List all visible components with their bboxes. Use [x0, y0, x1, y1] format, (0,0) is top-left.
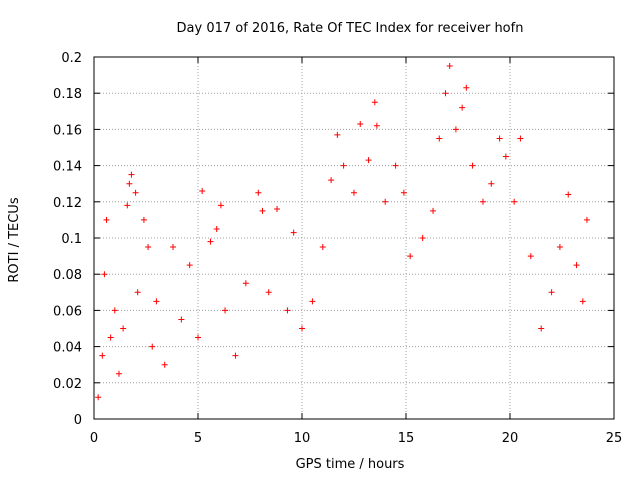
data-point: [255, 189, 262, 196]
data-point: [103, 216, 110, 223]
data-point: [199, 187, 206, 194]
data-point: [488, 180, 495, 187]
x-tick-label: 5: [194, 431, 202, 446]
data-point: [186, 262, 193, 269]
data-point: [511, 198, 518, 205]
data-point: [161, 361, 168, 368]
x-tick-label: 20: [502, 431, 519, 446]
data-point: [382, 198, 389, 205]
y-tick-label: 0.12: [53, 196, 82, 211]
data-point: [299, 325, 305, 332]
data-point: [502, 153, 509, 160]
data-point: [309, 298, 316, 305]
data-point: [319, 244, 326, 251]
y-tick-label: 0.16: [53, 123, 82, 138]
data-point: [217, 202, 224, 209]
data-markers: [95, 63, 590, 401]
data-point: [463, 84, 470, 91]
y-tick-label: 0.06: [53, 304, 82, 319]
data-point: [145, 244, 152, 251]
data-point: [107, 334, 114, 341]
data-point: [392, 162, 399, 169]
y-tick-label: 0.08: [53, 268, 82, 283]
data-point: [274, 206, 281, 213]
data-point: [99, 352, 106, 359]
data-point: [371, 99, 378, 106]
data-point: [538, 325, 545, 332]
data-point: [334, 131, 341, 138]
data-point: [407, 253, 414, 260]
y-tick-label: 0.18: [53, 87, 82, 102]
data-point: [222, 307, 229, 314]
data-point: [436, 135, 443, 142]
data-point: [170, 244, 177, 251]
data-point: [400, 189, 407, 196]
data-point: [153, 298, 160, 305]
data-point: [213, 225, 220, 232]
data-point: [284, 307, 291, 314]
data-point: [351, 189, 357, 196]
data-point: [149, 343, 156, 350]
data-point: [134, 289, 141, 296]
data-point: [479, 198, 486, 205]
data-point: [517, 135, 524, 142]
data-point: [111, 307, 118, 314]
y-tick-label: 0: [74, 413, 82, 428]
data-point: [419, 235, 426, 241]
data-point: [259, 207, 266, 214]
data-point: [95, 394, 102, 401]
data-point: [583, 216, 590, 223]
x-tick-label: 0: [90, 431, 98, 446]
y-tick-label: 0.14: [53, 160, 82, 175]
data-point: [469, 162, 476, 169]
data-point: [126, 180, 133, 187]
y-tick-label: 0.1: [61, 232, 82, 247]
data-point: [195, 334, 201, 341]
data-point: [124, 202, 131, 209]
data-point: [120, 325, 127, 332]
y-tick-label: 0.2: [61, 51, 82, 66]
data-point: [446, 63, 453, 70]
data-point: [579, 298, 586, 305]
axis-ticks: [93, 56, 615, 420]
data-point: [548, 289, 555, 296]
data-point: [242, 280, 249, 287]
data-point: [527, 253, 534, 260]
data-point: [115, 370, 122, 377]
data-point: [442, 90, 449, 97]
data-point: [207, 238, 214, 245]
y-axis-label: ROTI / TECUs: [7, 197, 22, 282]
data-point: [573, 262, 580, 269]
data-point: [128, 171, 135, 178]
y-tick-label: 0.02: [53, 377, 82, 392]
x-tick-label: 15: [398, 431, 415, 446]
data-point: [357, 120, 364, 127]
data-point: [373, 122, 380, 129]
y-tick-labels: 0 0.02 0.04 0.06 0.08 0.1 0.12 0.14 0.16 0.18 0.2: [53, 51, 82, 428]
y-tick-label: 0.04: [53, 341, 82, 356]
data-point: [459, 104, 466, 111]
data-point: [140, 216, 147, 223]
x-tick-labels: 0 5 10 15 20 25: [90, 431, 622, 446]
data-point: [340, 162, 347, 169]
data-point: [496, 135, 503, 142]
data-point: [430, 207, 437, 214]
data-point: [178, 316, 185, 323]
data-point: [565, 191, 572, 198]
data-point: [328, 177, 335, 184]
data-point: [265, 289, 272, 296]
data-point: [365, 157, 372, 164]
data-point: [132, 189, 139, 196]
data-point: [232, 352, 239, 359]
chart-title: Day 017 of 2016, Rate Of TEC Index for r…: [177, 21, 524, 36]
data-point: [452, 126, 459, 133]
grid-lines: [94, 57, 614, 419]
data-point: [556, 244, 563, 251]
x-tick-label: 25: [606, 431, 623, 446]
data-point: [101, 271, 108, 278]
x-tick-label: 10: [294, 431, 311, 446]
data-point: [290, 229, 297, 236]
x-axis-label: GPS time / hours: [296, 457, 405, 472]
